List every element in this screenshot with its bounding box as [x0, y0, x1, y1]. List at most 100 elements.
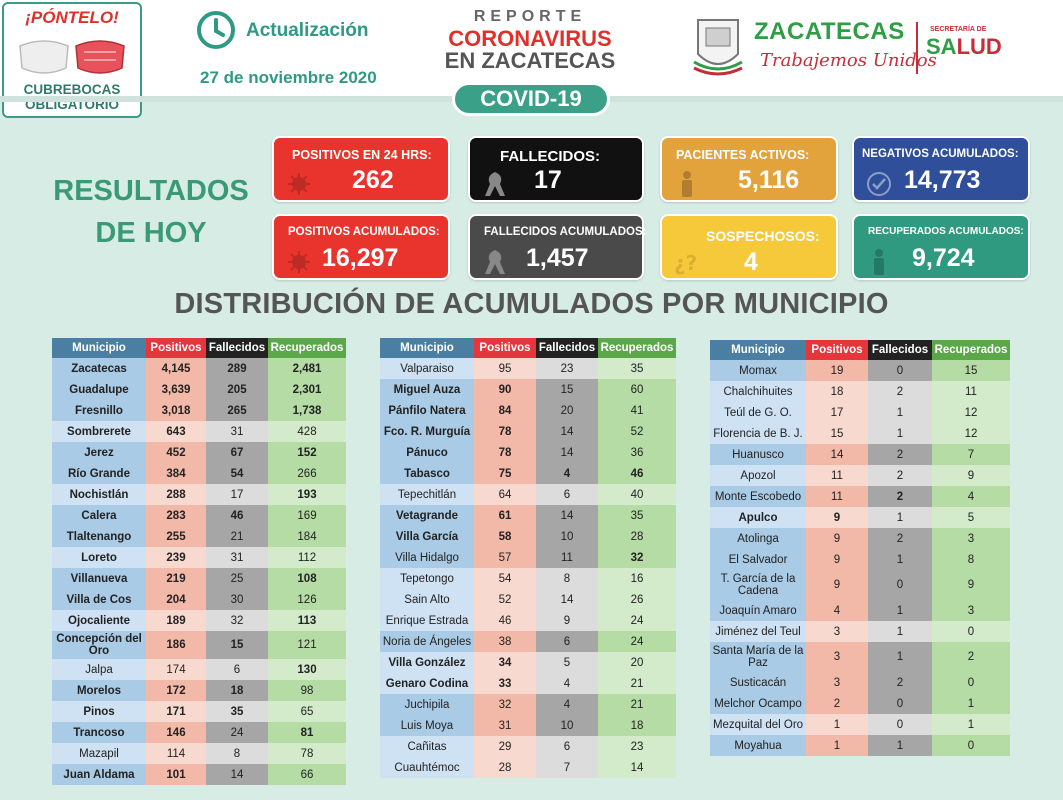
table-row: Sain Alto 52 14 26 — [380, 589, 676, 610]
municipality-cell: Cañitas — [380, 736, 474, 757]
municipality-cell: Nochistlán — [52, 484, 146, 505]
table-row: Villa González 34 5 20 — [380, 652, 676, 673]
face-mask-icon — [19, 40, 125, 74]
municipality-cell: Atolinga — [710, 528, 806, 549]
table-row: Fresnillo 3,018 265 1,738 — [52, 400, 346, 421]
table-row: Miguel Auza 90 15 60 — [380, 379, 676, 400]
recovered-cell: 15 — [932, 360, 1010, 381]
positive-cell: 78 — [474, 442, 536, 463]
column-header: Municipio — [380, 338, 474, 358]
table-row: Apulco 9 1 5 — [710, 507, 1010, 528]
deaths-cell: 32 — [206, 610, 268, 631]
table-row: Río Grande 384 54 266 — [52, 463, 346, 484]
deaths-cell: 0 — [868, 360, 932, 381]
municipality-cell: Tepechitlán — [380, 484, 474, 505]
recovered-cell: 24 — [598, 610, 676, 631]
municipality-cell: Enrique Estrada — [380, 610, 474, 631]
municipality-cell: Loreto — [52, 547, 146, 568]
deaths-cell: 5 — [536, 652, 598, 673]
positive-cell: 34 — [474, 652, 536, 673]
deaths-cell: 21 — [206, 526, 268, 547]
mourning-ribbon-icon — [485, 172, 505, 196]
svg-text:¿?: ¿? — [674, 251, 697, 275]
deaths-cell: 23 — [536, 358, 598, 379]
table-row: Pánuco 78 14 36 — [380, 442, 676, 463]
deaths-cell: 14 — [536, 442, 598, 463]
deaths-cell: 31 — [206, 547, 268, 568]
recovered-cell: 3 — [932, 528, 1010, 549]
table-row: Juchipila 32 4 21 — [380, 694, 676, 715]
table-row: Villanueva 219 25 108 — [52, 568, 346, 589]
table-row: Jiménez del Teul 3 1 0 — [710, 621, 1010, 642]
table-row: Monte Escobedo 11 2 4 — [710, 486, 1010, 507]
municipality-cell: Moyahua — [710, 735, 806, 756]
stat-card: PACIENTES ACTIVOS: 5,116 — [660, 136, 838, 202]
positive-cell: 46 — [474, 610, 536, 631]
recovered-cell: 8 — [932, 549, 1010, 570]
recovered-cell: 98 — [268, 680, 346, 701]
municipality-cell: Trancoso — [52, 722, 146, 743]
deaths-cell: 25 — [206, 568, 268, 589]
positive-cell: 189 — [146, 610, 206, 631]
table-row: Juan Aldama 101 14 66 — [52, 764, 346, 785]
positive-cell: 11 — [806, 465, 868, 486]
positive-cell: 33 — [474, 673, 536, 694]
check-circle-icon — [867, 172, 891, 196]
municipality-cell: Valparaiso — [380, 358, 474, 379]
deaths-cell: 2 — [868, 486, 932, 507]
deaths-cell: 6 — [536, 736, 598, 757]
recovered-cell: 7 — [932, 444, 1010, 465]
municipality-cell: Villa González — [380, 652, 474, 673]
municipality-cell: Calera — [52, 505, 146, 526]
stat-card-label: NEGATIVOS ACUMULADOS: — [862, 148, 1019, 160]
municipality-cell: Morelos — [52, 680, 146, 701]
positive-cell: 58 — [474, 526, 536, 547]
deaths-cell: 1 — [868, 621, 932, 642]
positive-cell: 146 — [146, 722, 206, 743]
deaths-cell: 1 — [868, 423, 932, 444]
municipality-cell: Jerez — [52, 442, 146, 463]
recovered-cell: 1 — [932, 693, 1010, 714]
table-row: Pánfilo Natera 84 20 41 — [380, 400, 676, 421]
deaths-cell: 4 — [536, 694, 598, 715]
deaths-cell: 0 — [868, 714, 932, 735]
recovered-cell: 16 — [598, 568, 676, 589]
municipality-cell: Monte Escobedo — [710, 486, 806, 507]
column-header: Municipio — [52, 338, 146, 358]
positive-cell: 2 — [806, 693, 868, 714]
stat-card-label: POSITIVOS EN 24 HRS: — [292, 148, 432, 162]
table-row: T. García de la Cadena 9 0 9 — [710, 570, 1010, 600]
update-label: Actualización — [246, 20, 369, 41]
table-row: Mazapil 114 8 78 — [52, 743, 346, 764]
positive-cell: 9 — [806, 549, 868, 570]
deaths-cell: 14 — [206, 764, 268, 785]
table-row: Tepechitlán 64 6 40 — [380, 484, 676, 505]
municipality-cell: Pánfilo Natera — [380, 400, 474, 421]
municipality-cell: Mezquital del Oro — [710, 714, 806, 735]
municipality-cell: Juchipila — [380, 694, 474, 715]
deaths-cell: 1 — [868, 735, 932, 756]
municipality-cell: Santa María de la Paz — [710, 642, 806, 672]
positive-cell: 52 — [474, 589, 536, 610]
table-row: Tepetongo 54 8 16 — [380, 568, 676, 589]
table-row: Loreto 239 31 112 — [52, 547, 346, 568]
municipality-cell: Villa García — [380, 526, 474, 547]
recovered-cell: 0 — [932, 735, 1010, 756]
positive-cell: 219 — [146, 568, 206, 589]
deaths-cell: 67 — [206, 442, 268, 463]
table-row: Trancoso 146 24 81 — [52, 722, 346, 743]
positive-cell: 204 — [146, 589, 206, 610]
table-row: Pinos 171 35 65 — [52, 701, 346, 722]
positive-cell: 283 — [146, 505, 206, 526]
table-row: Villa Hidalgo 57 11 32 — [380, 547, 676, 568]
deaths-cell: 0 — [868, 570, 932, 600]
municipality-table: Municipio Positivos Fallecidos Recuperados M… — [710, 340, 1010, 756]
distribution-title: DISTRIBUCIÓN DE ACUMULADOS POR MUNICIPIO — [174, 288, 889, 320]
municipality-cell: Jalpa — [52, 659, 146, 680]
table-row: Concepción del Oro 186 15 121 — [52, 631, 346, 659]
table-row: Tlaltenango 255 21 184 — [52, 526, 346, 547]
column-header: Recuperados — [268, 338, 346, 358]
recovered-cell: 12 — [932, 423, 1010, 444]
stat-card: RECUPERADOS ACUMULADOS: 9,724 — [852, 214, 1030, 280]
deaths-cell: 1 — [868, 549, 932, 570]
